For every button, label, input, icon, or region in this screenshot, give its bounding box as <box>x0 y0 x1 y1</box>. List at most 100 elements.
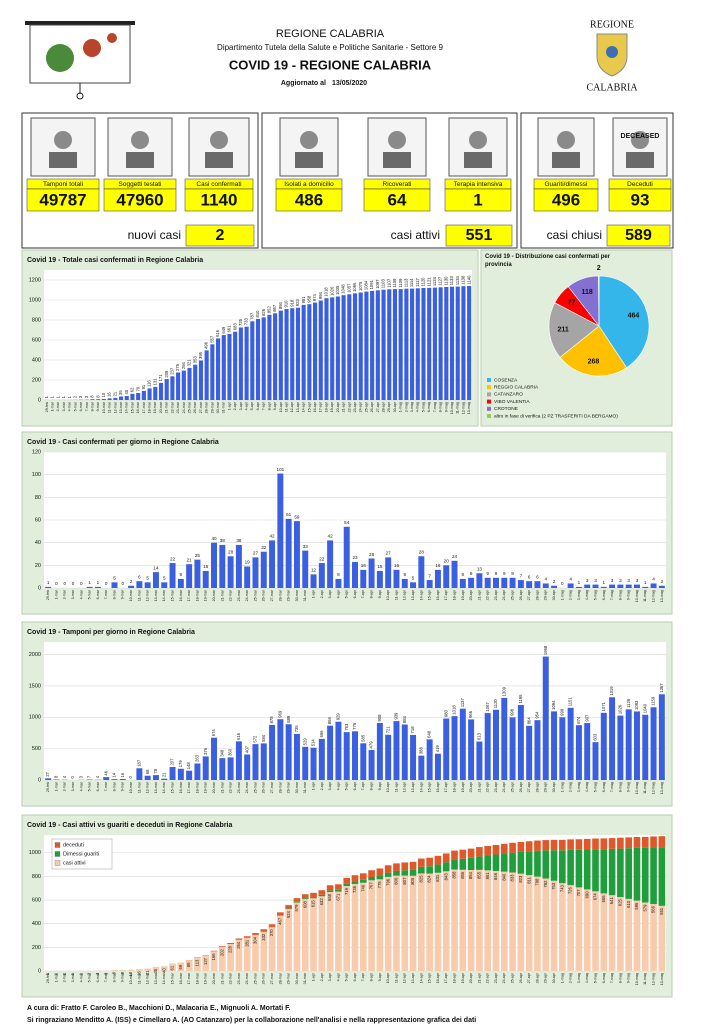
data-label: 294 <box>181 361 186 369</box>
bar-segment <box>310 898 317 971</box>
data-label: 25 <box>195 553 201 558</box>
x-tick-label: 8-mag <box>618 973 622 983</box>
x-tick-label: 26-apr <box>519 781 523 792</box>
bar-segment <box>542 850 550 879</box>
chart-title-box: Covid 19 - Distribuzione casi confermati… <box>485 254 610 268</box>
pie-slice <box>598 275 600 327</box>
x-tick-label: 28-mar <box>278 589 282 601</box>
x-tick-label: 19-apr <box>461 589 465 600</box>
icon-shape <box>631 131 649 149</box>
data-label: 0 <box>80 581 83 586</box>
bar-segment <box>426 857 433 867</box>
x-tick-label: 2-apr <box>320 589 324 598</box>
bar <box>204 350 209 400</box>
bar <box>210 344 215 400</box>
data-label: 40 <box>161 968 166 973</box>
x-tick-label: 5-mar <box>73 401 77 411</box>
x-tick-label: 7-mag <box>610 782 614 792</box>
x-tick-label: 16-apr <box>313 401 317 412</box>
bar-segment <box>376 868 384 876</box>
stat-value-box <box>275 188 343 212</box>
icon-shape <box>552 152 580 168</box>
data-label: 116 <box>147 380 152 387</box>
bar-segment <box>393 863 400 871</box>
summary-label: casi attivi <box>391 228 440 242</box>
x-tick-label: 27-apr <box>527 589 531 600</box>
x-tick-label: 12-mag <box>652 782 656 794</box>
bar <box>633 584 640 588</box>
stat-value: 47960 <box>116 190 163 209</box>
bar <box>360 743 367 780</box>
bar <box>426 580 433 588</box>
data-label: 179 <box>178 760 183 768</box>
bar-segment <box>459 869 467 971</box>
data-label: 395 <box>198 351 203 359</box>
bar-segment <box>210 950 218 952</box>
x-tick-label: 17-apr <box>444 589 448 600</box>
bar-segment <box>384 872 392 877</box>
x-tick-label: 29-feb <box>46 590 50 600</box>
x-tick-label: 4-mar <box>79 972 83 982</box>
bar <box>215 338 221 400</box>
x-tick-label: 15-mar <box>170 781 174 793</box>
bar-segment <box>434 864 442 873</box>
data-label: 35 <box>118 390 123 395</box>
bar <box>136 768 143 780</box>
bar-segment <box>600 893 608 971</box>
x-tick-label: 13-mar <box>154 781 158 793</box>
x-tick-label: 9-mar <box>121 589 125 599</box>
x-tick-label: 5-mag <box>593 590 597 600</box>
data-label: 1 <box>644 580 647 585</box>
data-label: 910 <box>284 300 289 308</box>
bar <box>164 379 169 400</box>
bar-segment <box>592 838 599 850</box>
x-tick-label: 30-apr <box>552 781 556 792</box>
x-tick-label: 4-apr <box>245 401 249 410</box>
bar <box>90 399 95 400</box>
bar <box>467 286 472 400</box>
x-tick-label: 23-mar <box>237 589 241 601</box>
data-label: 1103 <box>381 279 386 289</box>
x-tick-label: 19-apr <box>461 972 465 983</box>
bar <box>45 586 52 588</box>
x-tick-label: 23-apr <box>494 589 498 600</box>
bar <box>567 707 574 780</box>
data-label: 263 <box>195 754 200 762</box>
bar-segment <box>351 883 359 971</box>
data-label: 855 <box>477 871 482 879</box>
data-label: 113 <box>195 959 200 966</box>
x-tick-label: 6-mar <box>96 781 100 791</box>
bar <box>313 302 318 400</box>
data-label: 1137 <box>460 698 465 708</box>
x-tick-label: 14-mar <box>162 972 166 984</box>
bar-segment <box>517 851 525 874</box>
icon-shape <box>300 131 318 149</box>
x-tick-label: 2-apr <box>320 781 324 790</box>
bar <box>421 288 426 400</box>
bar <box>592 742 599 780</box>
bar-segment <box>650 836 657 848</box>
data-label: 16 <box>136 970 141 975</box>
bar <box>658 585 665 588</box>
bar <box>318 563 325 588</box>
bar <box>318 300 323 400</box>
bar-segment <box>384 865 392 873</box>
y-tick-label: 600 <box>32 897 41 903</box>
bar <box>368 749 375 780</box>
bar-segment <box>368 880 375 971</box>
x-tick-label: 17-mar <box>142 401 146 413</box>
bar <box>284 309 289 400</box>
bar <box>128 585 135 588</box>
y-tick-label: 1200 <box>29 277 41 283</box>
bar <box>418 755 425 780</box>
stat-value-box <box>533 188 599 212</box>
data-label: 228 <box>228 945 233 953</box>
data-label: 10 <box>128 971 133 976</box>
y-tick-label: 20 <box>35 563 41 569</box>
bar <box>575 586 582 588</box>
x-tick-label: 9-mag <box>627 973 631 983</box>
data-label: 2 <box>130 579 133 584</box>
bar-segment <box>426 866 433 874</box>
bar <box>327 725 334 780</box>
bar <box>509 577 516 588</box>
